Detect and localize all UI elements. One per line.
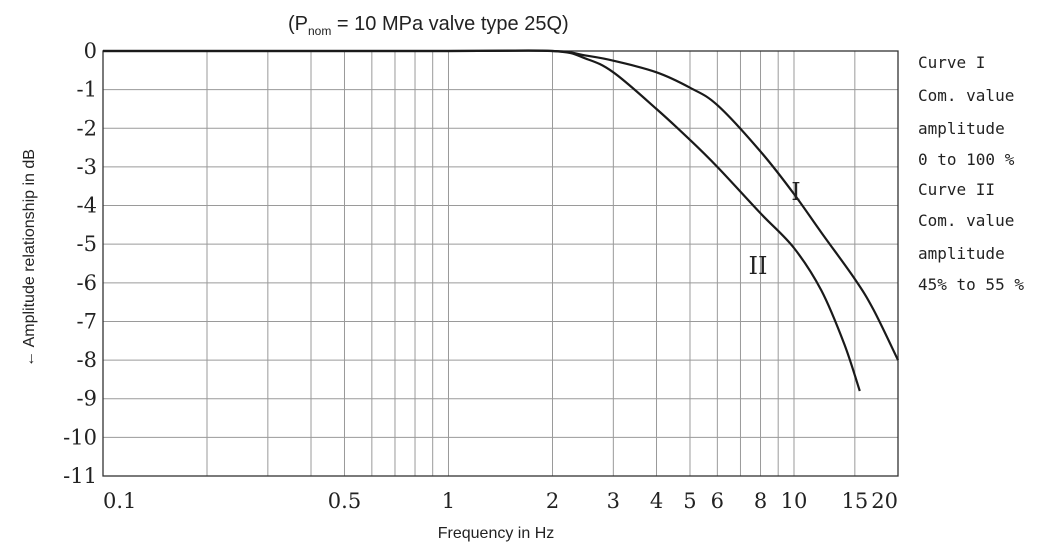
- y-tick-label: -2: [77, 116, 97, 140]
- series-line-curve-ii: [103, 49, 861, 392]
- y-tick-label: -4: [77, 194, 97, 218]
- chart-title-subscript: nom: [308, 24, 331, 38]
- y-tick-label: -11: [63, 464, 97, 488]
- y-tick-label: -3: [77, 155, 97, 179]
- legend-line-2: Com. value: [918, 86, 1014, 105]
- x-tick-label: 6: [711, 489, 724, 513]
- legend-line-3: amplitude: [918, 119, 1005, 138]
- plot-frame: [102, 50, 899, 477]
- y-tick-label: -5: [77, 232, 97, 256]
- x-tick-label: 20: [871, 489, 898, 513]
- chart-title-rest: = 10 MPa valve type 25Q): [331, 13, 568, 35]
- y-tick-label: -10: [63, 425, 97, 449]
- y-tick-label: -7: [77, 309, 97, 333]
- x-tick-label: 0.1: [103, 489, 136, 513]
- y-tick-label: -9: [77, 387, 97, 411]
- legend-line-8: 45% to 55 %: [918, 275, 1024, 294]
- y-tick-label: -1: [77, 78, 97, 102]
- curve-label-ii: II: [749, 252, 768, 280]
- grid: [102, 50, 899, 477]
- legend-line-1: Curve I: [918, 53, 985, 72]
- x-tick-label: 1: [442, 489, 455, 513]
- legend-line-7: amplitude: [918, 244, 1005, 263]
- curve-label-i: I: [791, 178, 800, 206]
- x-tick-label: 15: [841, 489, 868, 513]
- y-tick-label: 0: [84, 39, 97, 63]
- legend-line-6: Com. value: [918, 211, 1014, 230]
- legend-line-5: Curve II: [918, 180, 995, 199]
- y-tick-label: -6: [77, 271, 97, 295]
- curves: [103, 49, 899, 392]
- tick-labels: 0.1 0.5 1 2 3 4 5 6 8 10 15 20 0 -1 -2 -3 -4 -5 -6 -7 -8 -9 -1…: [63, 39, 898, 513]
- y-tick-label: -8: [77, 348, 97, 372]
- chart-title-main: (P: [288, 13, 308, 35]
- x-tick-label: 3: [607, 489, 620, 513]
- x-tick-label: 10: [781, 489, 808, 513]
- x-axis-label: Frequency in Hz: [438, 525, 555, 542]
- x-tick-label: 4: [650, 489, 663, 513]
- x-tick-label: 0.5: [328, 489, 361, 513]
- x-tick-label: 2: [546, 489, 559, 513]
- legend: Curve I Com. value amplitude 0 to 100 % …: [918, 53, 1024, 294]
- x-tick-label: 8: [754, 489, 767, 513]
- legend-line-4: 0 to 100 %: [918, 150, 1015, 169]
- y-axis-label: ← Amplitude relationship in dB: [21, 149, 38, 367]
- x-tick-label: 5: [683, 489, 696, 513]
- chart-title: (Pnom = 10 MPa valve type 25Q): [288, 13, 569, 38]
